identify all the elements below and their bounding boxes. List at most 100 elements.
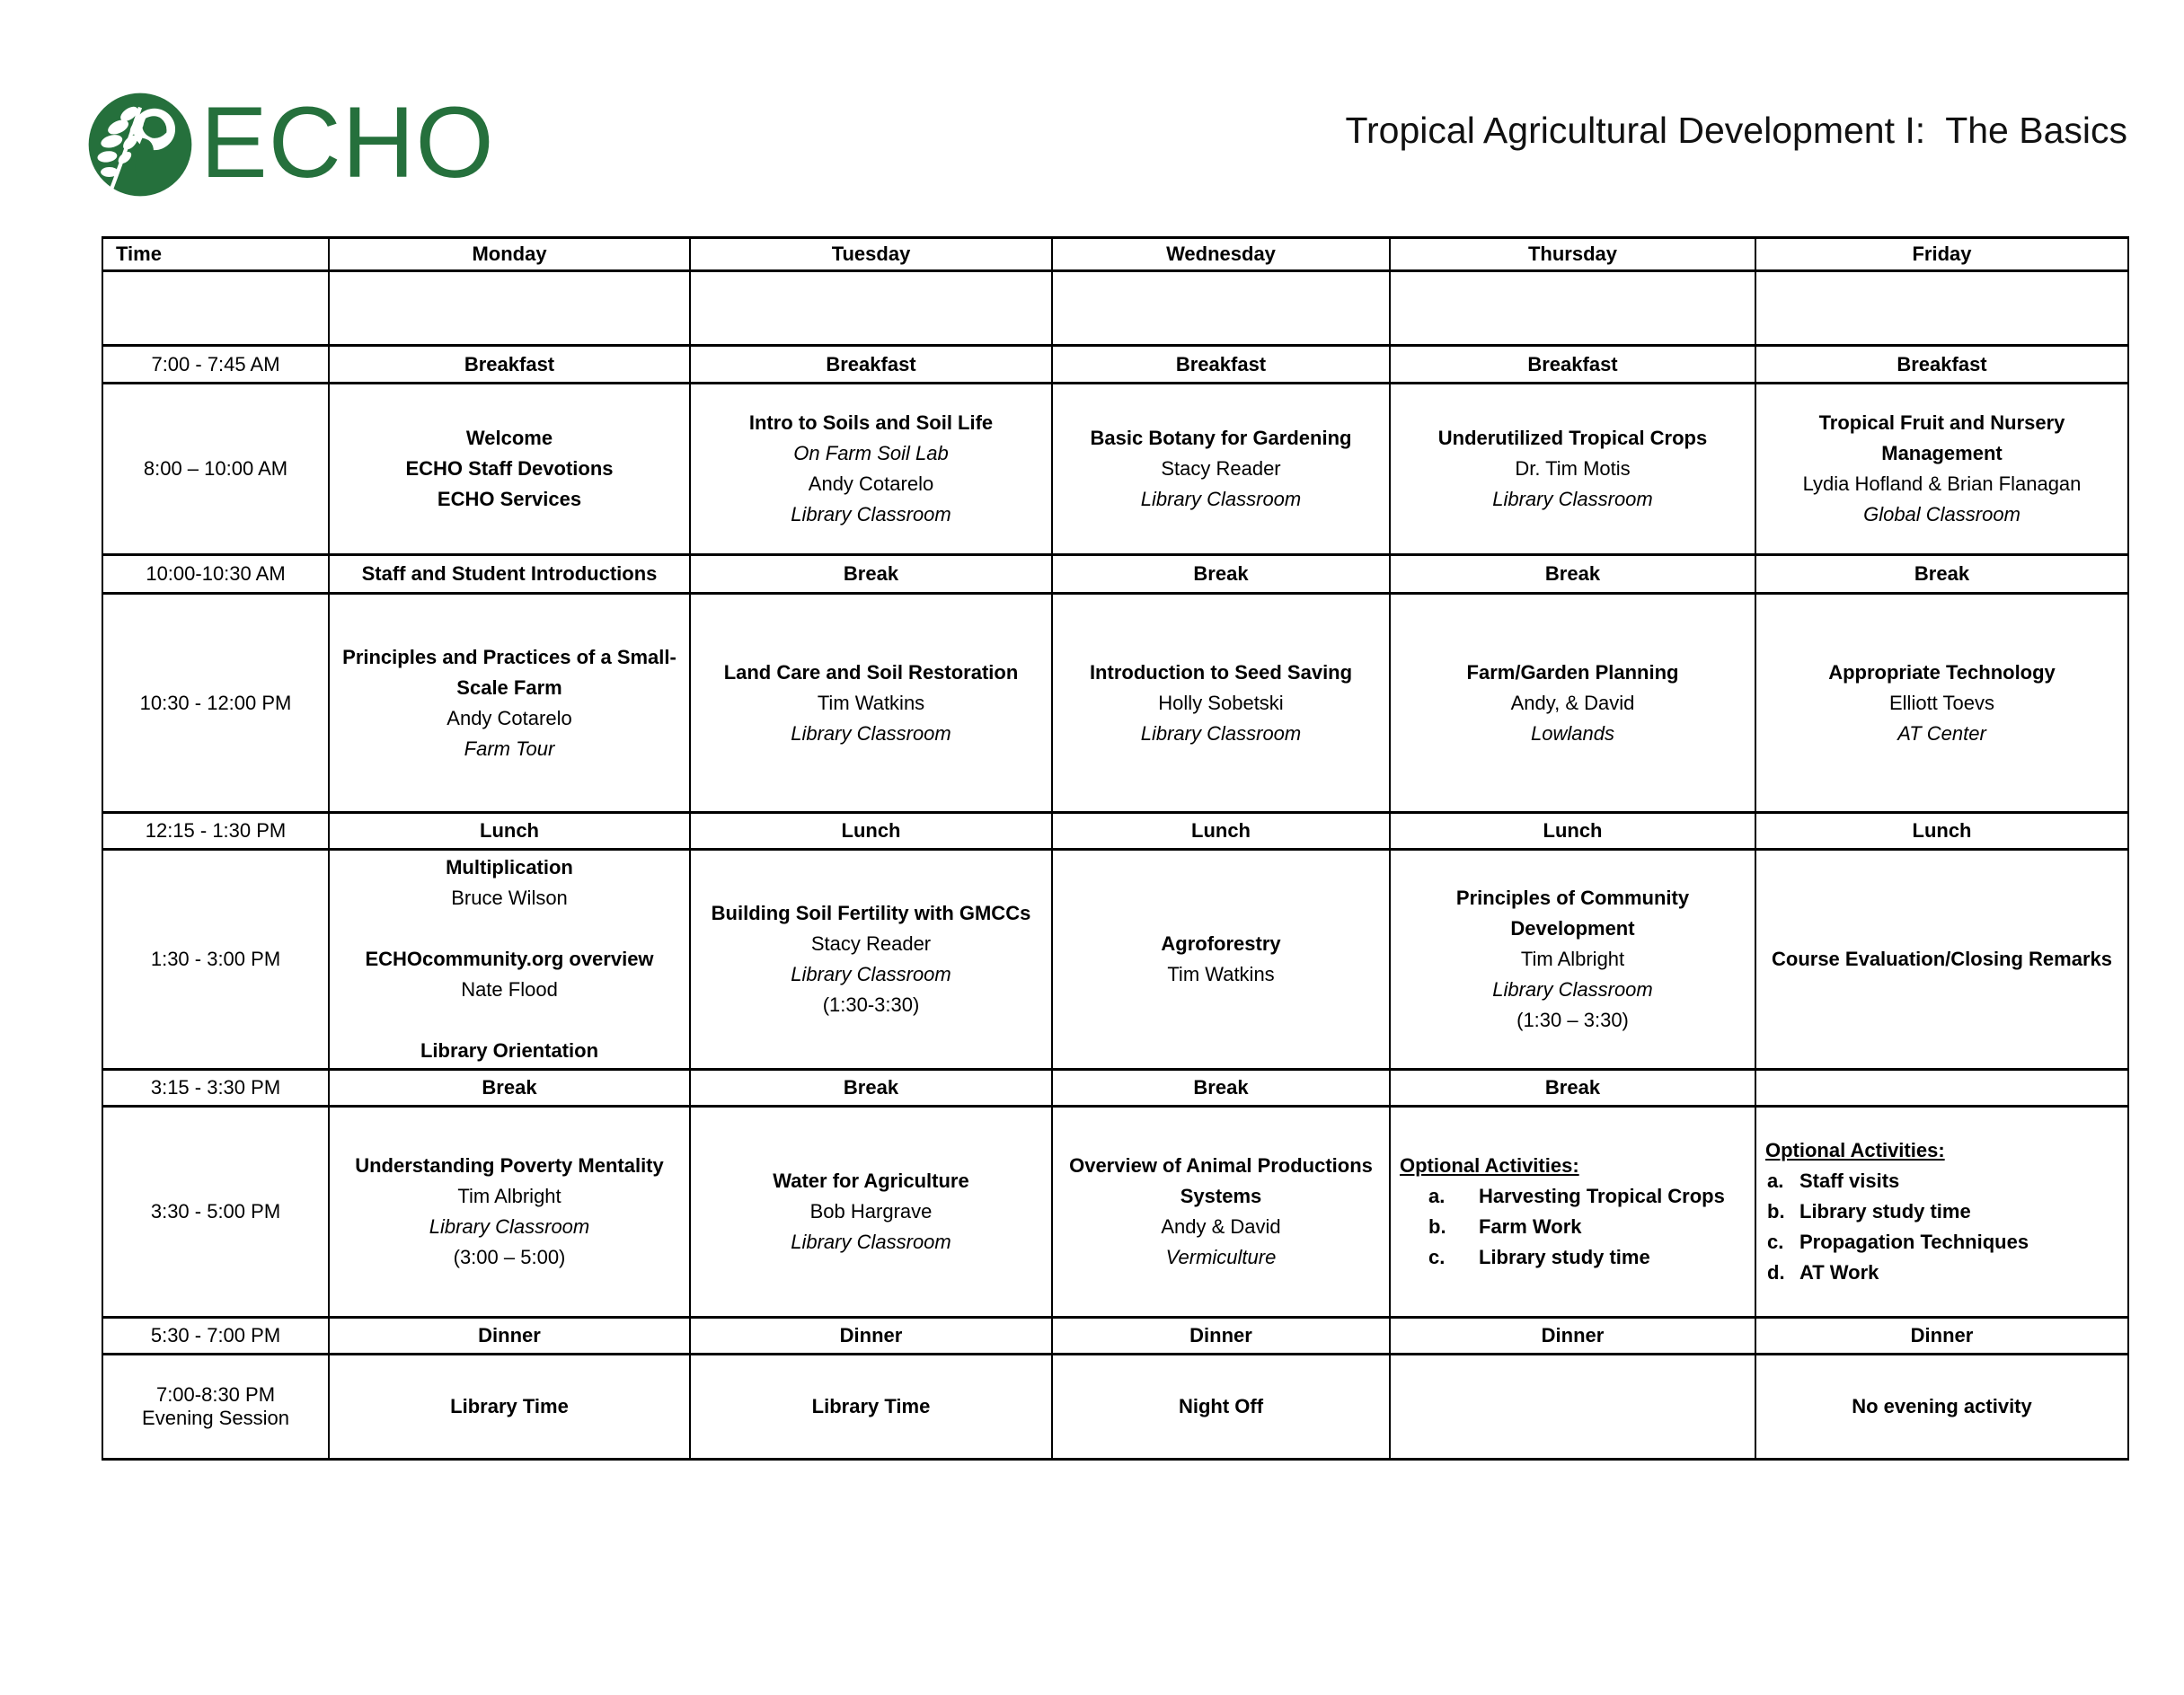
list-text: Library study time (1479, 1246, 1650, 1268)
cell-content: Break (1058, 559, 1384, 589)
cell-line: Library Time (811, 1395, 931, 1417)
cell-line: Land Care and Soil Restoration (723, 660, 1019, 684)
list-marker: a. (1428, 1185, 1446, 1207)
spacer (335, 914, 684, 944)
time-label: 5:30 - 7:00 PM (150, 1324, 281, 1346)
cell-line: Principles and Practices of a Small-Scal… (342, 645, 676, 699)
cell-content: Principles and Practices of a Small-Scal… (335, 642, 684, 764)
time-cell: 10:30 - 12:00 PM (102, 592, 330, 814)
cell-line: Bob Hargrave (809, 1200, 933, 1223)
cell-line: AT Center (1897, 721, 1986, 745)
time-label: 3:30 - 5:00 PM (150, 1200, 281, 1223)
cell-wednesday-row2: Breakfast (1051, 344, 1391, 384)
cell-line: Introduction to Seed Saving (1089, 660, 1353, 684)
cell-line: Stacy Reader (810, 932, 932, 955)
list-item: a. Staff visits (1762, 1166, 2122, 1196)
cell-thursday-row5: Farm/Garden Planning Andy, & David Lowland… (1389, 592, 1756, 814)
cell-monday-row10: Dinner (328, 1316, 691, 1355)
list-item: a. Harvesting Tropical Crops (1396, 1181, 1749, 1212)
time-label: 7:00-8:30 PM (155, 1383, 276, 1406)
cell-content: Break (1762, 559, 2122, 589)
cell-line: Understanding Poverty Mentality (355, 1154, 664, 1177)
cell-tuesday-row11: Library Time (689, 1353, 1053, 1461)
cell-wednesday-row5: Introduction to Seed Saving Holly Sobetsk… (1051, 592, 1391, 814)
time-cell: 1:30 - 3:00 PM (102, 848, 330, 1071)
cell-line: (3:00 – 5:00) (453, 1246, 566, 1268)
cell-thursday-row6: Lunch (1389, 811, 1756, 851)
cell-tuesday-row8: Break (689, 1068, 1053, 1108)
cell-line: Break (1914, 562, 1970, 585)
list-item: b. Farm Work (1396, 1212, 1749, 1242)
cell-line: Break (482, 1076, 537, 1099)
cell-content: Introduction to Seed Saving Holly Sobetsk… (1058, 658, 1384, 749)
cell-wednesday-row11: Night Off (1051, 1353, 1391, 1461)
cell-content: Break (1396, 559, 1749, 589)
table-row: 7:00-8:30 PM Evening Session Library Time L… (102, 1353, 2129, 1461)
time-cell: 7:00-8:30 PM Evening Session (102, 1353, 330, 1461)
cell-line: Global Classroom (1863, 503, 2020, 525)
cell-tuesday-row6: Lunch (689, 811, 1053, 851)
cell-line: Break (1544, 1076, 1601, 1099)
cell-line: Principles of Community Development (1455, 887, 1690, 940)
cell-line: Library Classroom (791, 1231, 951, 1253)
cell-friday-row6: Lunch (1755, 811, 2129, 851)
cell-friday-row9: Optional Activities: a. Staff visits b. Libr… (1755, 1105, 2129, 1319)
cell-friday-row1 (1755, 269, 2129, 347)
cell-content: Agroforestry Tim Watkins (1058, 929, 1384, 990)
cell-content: Breakfast (1396, 349, 1749, 380)
cell-line: Library Classroom (1140, 488, 1302, 510)
table-row: 10:30 - 12:00 PM Principles and Practices… (102, 592, 2129, 814)
cell-wednesday-row6: Lunch (1051, 811, 1391, 851)
cell-content: Lunch (1762, 816, 2122, 846)
cell-monday-row6: Lunch (328, 811, 691, 851)
time-label: Evening Session (142, 1407, 289, 1429)
cell-line: Night Off (1178, 1395, 1264, 1417)
col-header-time: Time (102, 236, 330, 272)
col-header-monday: Monday (328, 236, 691, 272)
cell-line: Library Orientation (420, 1039, 599, 1062)
cell-friday-row5: Appropriate Technology Elliott Toevs AT Ce… (1755, 592, 2129, 814)
list-marker: b. (1767, 1200, 1785, 1223)
cell-monday-row9: Understanding Poverty Mentality Tim Albri… (328, 1105, 691, 1319)
cell-thursday-row1 (1389, 269, 1756, 347)
cell-line: Break (1193, 1076, 1249, 1099)
cell-content: Multiplication Bruce Wilson ECHOcommunity.… (335, 852, 684, 1066)
cell-thursday-row7: Principles of Community Development Tim A… (1389, 848, 1756, 1071)
cell-friday-row8 (1755, 1068, 2129, 1108)
cell-content: Water for Agriculture Bob Hargrave Library… (696, 1166, 1046, 1258)
list-text: Farm Work (1479, 1215, 1582, 1238)
list-text: Library study time (1799, 1200, 1971, 1223)
cell-line: Tim Albright (457, 1185, 561, 1207)
time-cell: 3:15 - 3:30 PM (102, 1068, 330, 1108)
schedule-table: Time Monday Tuesday Wednesday Thursday Friday… (102, 236, 2129, 1461)
time-label: 1:30 - 3:00 PM (150, 948, 281, 970)
time-label: 7:00 - 7:45 AM (151, 352, 280, 375)
cell-line: Dinner (839, 1324, 903, 1346)
cell-content: No evening activity (1762, 1391, 2122, 1422)
table-row: 5:30 - 7:00 PM Dinner Dinner Dinner Dinner Di… (102, 1316, 2129, 1355)
table-row: 3:30 - 5:00 PM Understanding Poverty Ment… (102, 1105, 2129, 1319)
cell-content: Farm/Garden Planning Andy, & David Lowland… (1396, 658, 1749, 749)
cell-line: Overview of Animal Productions Systems (1069, 1154, 1373, 1207)
echo-logo: ECHO (85, 90, 495, 199)
cell-line: Stacy Reader (1161, 457, 1281, 480)
cell-tuesday-row10: Dinner (689, 1316, 1053, 1355)
cell-thursday-row9: Optional Activities: a. Harvesting Tropica… (1389, 1105, 1756, 1319)
cell-line: Building Soil Fertility with GMCCs (711, 902, 1031, 924)
cell-line: Underutilized Tropical Crops (1437, 427, 1708, 449)
cell-line: Agroforestry (1161, 932, 1281, 955)
cell-content: Breakfast (1762, 349, 2122, 380)
col-header-thursday: Thursday (1389, 236, 1756, 272)
cell-content: Dinner (1058, 1320, 1384, 1351)
cell-line: Tim Albright (1520, 948, 1625, 970)
cell-line: (1:30 – 3:30) (1516, 1009, 1629, 1031)
cell-content: Breakfast (696, 349, 1046, 380)
cell-line: Vermiculture (1165, 1246, 1277, 1268)
cell-monday-row8: Break (328, 1068, 691, 1108)
cell-line: Dinner (1541, 1324, 1605, 1346)
cell-line: Library Classroom (1140, 721, 1302, 745)
list-marker: d. (1767, 1261, 1785, 1284)
col-header-tuesday: Tuesday (689, 236, 1053, 272)
cell-tuesday-row1 (689, 269, 1053, 347)
cell-line: Welcome (465, 427, 553, 449)
